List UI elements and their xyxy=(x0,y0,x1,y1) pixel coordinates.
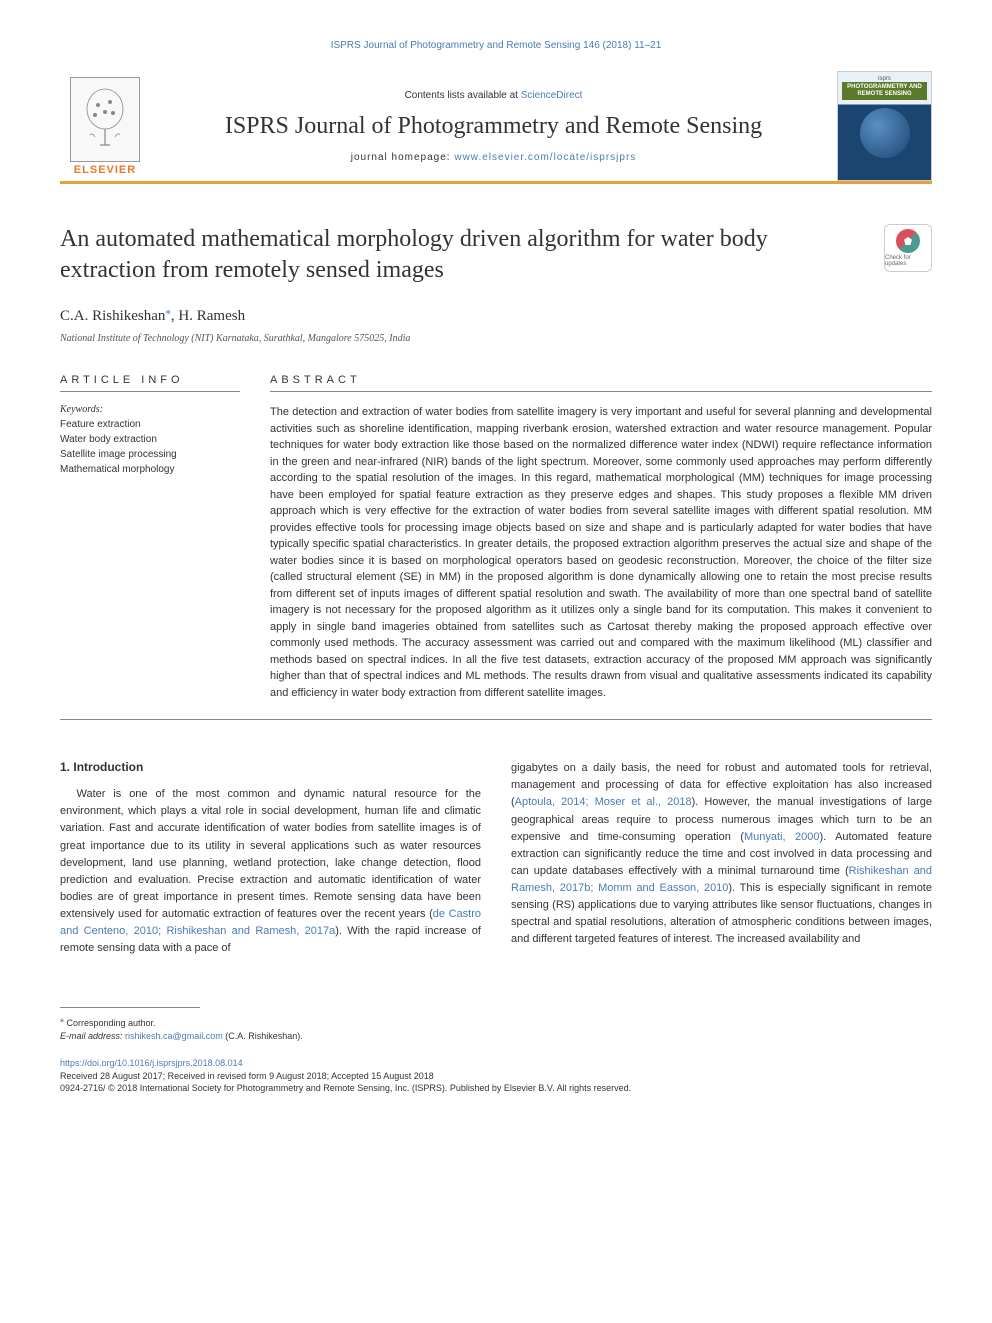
email-link[interactable]: rishikesh.ca@gmail.com xyxy=(125,1031,223,1041)
author-2: , H. Ramesh xyxy=(171,308,245,324)
journal-homepage-line: journal homepage: www.elsevier.com/locat… xyxy=(160,152,827,163)
footer-rule xyxy=(60,1007,200,1008)
abstract-bottom-rule xyxy=(60,719,932,720)
cover-globe-icon xyxy=(860,108,910,158)
publisher-logo-block: ELSEVIER xyxy=(60,77,150,176)
keyword: Feature extraction xyxy=(60,417,240,432)
keyword: Satellite image processing xyxy=(60,447,240,462)
running-header: ISPRS Journal of Photogrammetry and Remo… xyxy=(60,40,932,51)
elsevier-tree-logo xyxy=(70,77,140,162)
doi-link[interactable]: https://doi.org/10.1016/j.isprsjprs.2018… xyxy=(60,1058,932,1068)
copyright-line: 0924-2716/ © 2018 International Society … xyxy=(60,1083,932,1093)
email-author: (C.A. Rishikeshan). xyxy=(223,1031,303,1041)
body-column-left: 1. Introduction Water is one of the most… xyxy=(60,760,481,956)
body-text-chunk: Water is one of the most common and dyna… xyxy=(60,788,481,919)
elsevier-wordmark: ELSEVIER xyxy=(74,164,136,176)
citation-link[interactable]: Aptoula, 2014; Moser et al., 2018 xyxy=(515,796,692,808)
check-for-updates-badge[interactable]: Check for updates xyxy=(884,224,932,272)
cover-title: PHOTOGRAMMETRY AND REMOTE SENSING xyxy=(842,82,927,100)
section-heading-introduction: 1. Introduction xyxy=(60,760,481,774)
authors-line: C.A. Rishikeshan⁎, H. Ramesh xyxy=(60,304,932,325)
body-columns: 1. Introduction Water is one of the most… xyxy=(60,760,932,956)
publisher-header: ELSEVIER Contents lists available at Sci… xyxy=(60,71,932,184)
journal-name: ISPRS Journal of Photogrammetry and Remo… xyxy=(160,113,827,140)
article-title: An automated mathematical morphology dri… xyxy=(60,224,864,286)
section-title: Introduction xyxy=(73,760,143,774)
affiliation: National Institute of Technology (NIT) K… xyxy=(60,333,932,344)
email-line: E-mail address: rishikesh.ca@gmail.com (… xyxy=(60,1030,932,1044)
journal-cover-thumbnail: isprs PHOTOGRAMMETRY AND REMOTE SENSING xyxy=(837,71,932,181)
email-label: E-mail address: xyxy=(60,1031,125,1041)
info-abstract-row: ARTICLE INFO Keywords: Feature extractio… xyxy=(60,374,932,701)
homepage-prefix: journal homepage: xyxy=(351,152,455,163)
homepage-link[interactable]: www.elsevier.com/locate/isprsjprs xyxy=(454,152,636,163)
body-column-right: gigabytes on a daily basis, the need for… xyxy=(511,760,932,956)
keyword: Water body extraction xyxy=(60,432,240,447)
article-info-column: ARTICLE INFO Keywords: Feature extractio… xyxy=(60,374,240,701)
publisher-center: Contents lists available at ScienceDirec… xyxy=(150,85,837,168)
received-dates: Received 28 August 2017; Received in rev… xyxy=(60,1071,932,1081)
author-1: C.A. Rishikeshan xyxy=(60,308,165,324)
footer-notes: ⁎ Corresponding author. E-mail address: … xyxy=(60,1014,932,1044)
title-row: An automated mathematical morphology dri… xyxy=(60,224,932,286)
abstract-column: ABSTRACT The detection and extraction of… xyxy=(270,374,932,701)
sciencedirect-link[interactable]: ScienceDirect xyxy=(521,90,583,101)
abstract-heading: ABSTRACT xyxy=(270,374,932,392)
crossmark-icon xyxy=(896,229,920,253)
contents-lists-line: Contents lists available at ScienceDirec… xyxy=(160,90,827,101)
check-updates-label: Check for updates xyxy=(885,255,931,267)
corr-note-text: Corresponding author. xyxy=(64,1018,156,1028)
contents-prefix: Contents lists available at xyxy=(405,90,521,101)
keyword: Mathematical morphology xyxy=(60,462,240,477)
keywords-label: Keywords: xyxy=(60,404,240,415)
citation-link[interactable]: Munyati, 2000 xyxy=(744,831,820,843)
corresponding-author-note: ⁎ Corresponding author. xyxy=(60,1014,932,1031)
body-paragraph: Water is one of the most common and dyna… xyxy=(60,786,481,956)
body-paragraph: gigabytes on a daily basis, the need for… xyxy=(511,760,932,948)
article-info-heading: ARTICLE INFO xyxy=(60,374,240,392)
section-number: 1. xyxy=(60,760,70,774)
abstract-text: The detection and extraction of water bo… xyxy=(270,404,932,701)
